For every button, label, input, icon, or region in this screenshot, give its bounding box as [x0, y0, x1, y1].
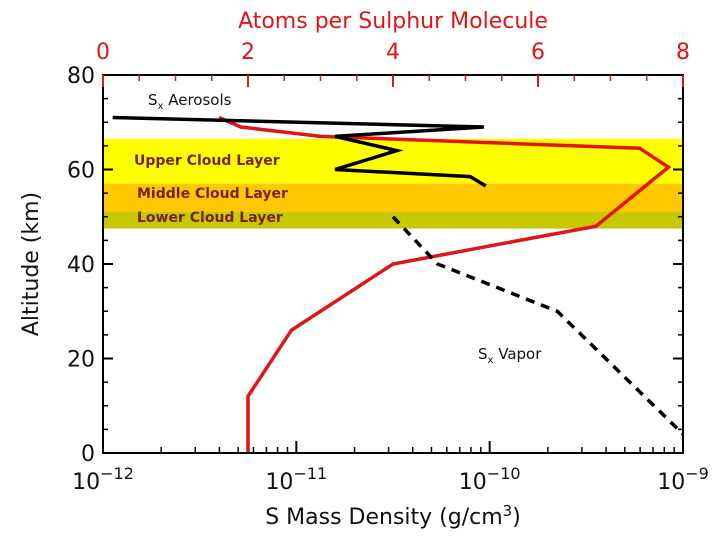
y-tick-label: 60 [67, 159, 95, 184]
band-2 [103, 212, 683, 229]
band-label-middle: Middle Cloud Layer [137, 186, 288, 202]
series-red-solid [218, 115, 672, 453]
x-axis-title-end: ) [512, 505, 521, 530]
annotation-vapor: Sx Vapor [478, 345, 542, 366]
y-tick-label: 20 [67, 348, 95, 373]
annotation-aerosols-sub: x [158, 101, 164, 112]
ticks: 0 20 40 60 80 10−12 10−11 10−10 10−9 0 2 4 6 8 [67, 40, 709, 495]
y-tick-label: 0 [81, 442, 95, 467]
x-bottom-tick-label: 10−10 [459, 464, 521, 495]
band-labels: Upper Cloud Layer Middle Cloud Layer Low… [134, 153, 288, 226]
band-label-lower: Lower Cloud Layer [137, 210, 283, 226]
y-tick-label: 80 [67, 64, 95, 89]
x-top-tick-label: 6 [531, 40, 545, 65]
y-tick-label: 40 [67, 253, 95, 278]
x-bottom-tick-label: 10−12 [72, 464, 134, 495]
x-bottom-tick-label: 10−11 [265, 464, 327, 495]
x-axis-title-sup: 3 [503, 502, 513, 520]
x-top-tick-label: 8 [676, 40, 690, 65]
x-top-tick-label: 0 [96, 40, 110, 65]
series-black-solid [112, 115, 487, 188]
series-black-dashed [391, 215, 685, 436]
x-axis-title-top: Atoms per Sulphur Molecule [238, 9, 548, 34]
data-series [112, 115, 685, 453]
annotation-aerosols: Sx Aerosols [148, 91, 232, 112]
y-axis-title: Altitude (km) [19, 192, 44, 336]
x-top-tick-label: 4 [386, 40, 400, 65]
x-axis-title-bottom: S Mass Density (g/cm3) [265, 502, 521, 530]
band-1 [103, 183, 683, 213]
x-bottom-tick-label: 10−9 [657, 464, 709, 495]
annotation-vapor-sub: x [488, 355, 494, 366]
annotation-aerosols-rest: Aerosols [163, 91, 231, 109]
x-top-tick-label: 2 [241, 40, 255, 65]
annotation-vapor-rest: Vapor [493, 345, 542, 363]
band-label-upper: Upper Cloud Layer [134, 153, 280, 169]
